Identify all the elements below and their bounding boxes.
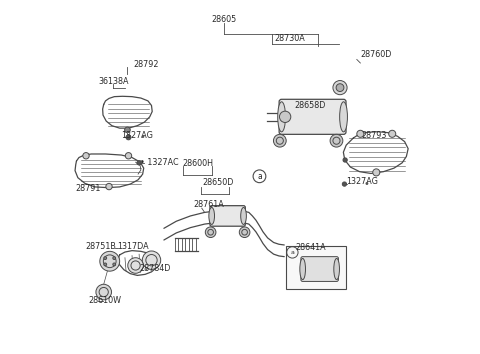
Text: • 1327AC: • 1327AC — [140, 158, 179, 167]
Circle shape — [96, 284, 111, 300]
Text: 28658D: 28658D — [295, 101, 326, 110]
Text: 1317DA: 1317DA — [117, 241, 148, 251]
Circle shape — [342, 182, 347, 186]
FancyBboxPatch shape — [279, 99, 346, 135]
Circle shape — [125, 153, 132, 159]
Ellipse shape — [300, 258, 305, 280]
Text: •: • — [363, 179, 370, 189]
Circle shape — [142, 251, 161, 269]
Circle shape — [274, 134, 286, 147]
Ellipse shape — [334, 258, 339, 280]
Circle shape — [125, 127, 130, 133]
Text: 28784D: 28784D — [139, 264, 170, 273]
FancyBboxPatch shape — [210, 206, 245, 226]
Circle shape — [100, 251, 120, 271]
Text: 28600H: 28600H — [183, 159, 214, 168]
Circle shape — [333, 81, 347, 95]
Text: 1327AG: 1327AG — [121, 131, 153, 140]
Circle shape — [128, 258, 144, 273]
Circle shape — [279, 111, 291, 122]
Text: 28761A: 28761A — [193, 200, 224, 209]
Circle shape — [240, 227, 250, 238]
Circle shape — [389, 130, 396, 137]
Text: 1327AG: 1327AG — [346, 177, 378, 187]
Text: a: a — [290, 250, 294, 255]
Circle shape — [205, 227, 216, 238]
Circle shape — [373, 169, 380, 176]
Text: 28641A: 28641A — [295, 243, 326, 252]
Circle shape — [343, 158, 347, 162]
Text: 28792: 28792 — [133, 60, 158, 69]
FancyBboxPatch shape — [301, 257, 338, 281]
Circle shape — [126, 135, 131, 140]
Text: 28730A: 28730A — [275, 34, 305, 43]
Circle shape — [137, 161, 141, 165]
Circle shape — [104, 257, 107, 259]
Circle shape — [113, 263, 116, 266]
Text: 28791: 28791 — [75, 184, 100, 193]
Circle shape — [336, 84, 344, 92]
Ellipse shape — [209, 207, 215, 224]
Text: a: a — [257, 172, 262, 181]
Bar — [286, 246, 346, 289]
Text: 28793: 28793 — [361, 131, 386, 140]
Ellipse shape — [340, 102, 348, 132]
Circle shape — [330, 134, 343, 147]
Text: 28650D: 28650D — [202, 178, 233, 187]
Text: •: • — [139, 132, 145, 142]
Text: 28751B: 28751B — [85, 241, 116, 251]
Text: 28610W: 28610W — [88, 296, 121, 305]
Circle shape — [357, 130, 364, 137]
Circle shape — [106, 183, 112, 190]
Text: 28760D: 28760D — [360, 50, 392, 59]
Circle shape — [113, 257, 116, 259]
Text: 36138A: 36138A — [98, 77, 129, 86]
Circle shape — [83, 153, 89, 159]
Ellipse shape — [240, 207, 246, 224]
Circle shape — [104, 263, 107, 266]
Ellipse shape — [278, 102, 286, 132]
Text: 28605: 28605 — [212, 15, 237, 24]
